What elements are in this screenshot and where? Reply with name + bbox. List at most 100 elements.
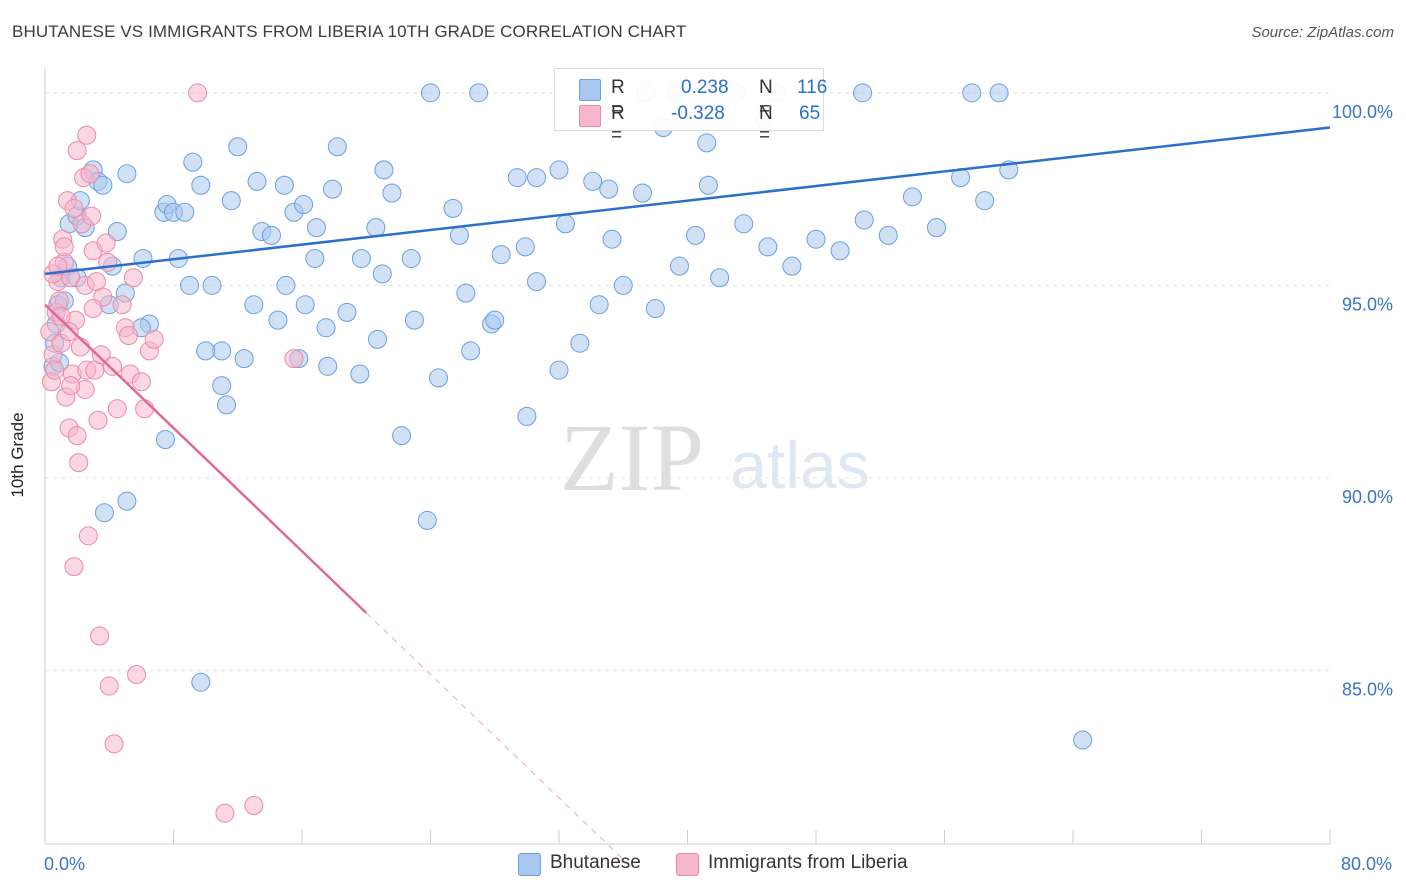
point-liberia (90, 626, 110, 646)
point-bhutanese (401, 248, 421, 268)
point-bhutanese (351, 248, 371, 268)
point-bhutanese (367, 329, 387, 349)
x-tick-label: 0.0% (44, 854, 85, 874)
legend-swatch-pink (676, 853, 699, 876)
legend-label: Bhutanese (550, 852, 641, 873)
point-bhutanese (183, 152, 203, 172)
point-bhutanese (583, 171, 603, 191)
point-bhutanese (133, 248, 153, 268)
point-bhutanese (633, 183, 653, 203)
point-bhutanese (93, 175, 113, 195)
point-bhutanese (443, 198, 463, 218)
point-bhutanese (507, 168, 527, 188)
point-bhutanese (372, 264, 392, 284)
point-bhutanese (305, 248, 325, 268)
grid-lines (45, 92, 1330, 672)
point-bhutanese (212, 376, 232, 396)
point-liberia (80, 164, 100, 184)
point-bhutanese (382, 183, 402, 203)
point-bhutanese (268, 310, 288, 330)
trend-line-bhutanese (44, 126, 1331, 276)
point-bhutanese (202, 275, 222, 295)
point-bhutanese (196, 341, 216, 361)
point-liberia (77, 125, 97, 145)
x-tick-label: 80.0% (1341, 854, 1392, 874)
point-bhutanese (234, 349, 254, 369)
point-bhutanese (878, 225, 898, 245)
watermark-zip: ZIP (560, 404, 704, 511)
point-bhutanese (449, 225, 469, 245)
point-bhutanese (989, 83, 1009, 103)
stats-box: R = 0.238 N = 116 R = -0.328 N = 65 (554, 68, 828, 146)
point-bhutanese (417, 510, 437, 530)
stats-n-label: N = (759, 77, 773, 120)
point-bhutanese (589, 295, 609, 315)
point-bhutanese (602, 229, 622, 249)
point-bhutanese (461, 341, 481, 361)
point-bhutanese (337, 302, 357, 322)
point-bhutanese (806, 229, 826, 249)
point-liberia (99, 676, 119, 696)
point-bhutanese (854, 210, 874, 230)
point-liberia (188, 83, 208, 103)
point-bhutanese (421, 83, 440, 103)
point-liberia (64, 198, 84, 218)
point-bhutanese (276, 275, 296, 295)
point-bhutanese (853, 83, 873, 103)
stats-swatch-blue (579, 79, 601, 101)
point-bhutanese (599, 179, 619, 199)
point-bhutanese (1073, 730, 1093, 750)
point-bhutanese (306, 218, 326, 238)
legend-swatch-blue (518, 853, 541, 876)
point-bhutanese (295, 295, 315, 315)
stats-r-label: R = (611, 103, 625, 146)
point-bhutanese (517, 406, 537, 426)
point-bhutanese (830, 241, 850, 261)
point-liberia (144, 329, 164, 349)
stats-n-value: 116 (797, 77, 828, 98)
point-bhutanese (645, 299, 665, 319)
point-bhutanese (180, 275, 200, 295)
point-liberia (127, 665, 147, 685)
point-bhutanese (491, 245, 511, 265)
point-bhutanese (782, 256, 802, 276)
point-bhutanese (902, 187, 922, 207)
point-bhutanese (244, 295, 264, 315)
point-liberia (59, 322, 79, 342)
point-bhutanese (613, 275, 633, 295)
y-tick-labels: 85.0% 90.0% 95.0% 100.0% (1332, 102, 1393, 700)
point-bhutanese (327, 137, 347, 157)
point-bhutanese (527, 272, 547, 292)
y-tick-label: 85.0% (1342, 680, 1393, 700)
point-bhutanese (975, 191, 995, 211)
point-bhutanese (926, 218, 946, 238)
x-tick-labels: 0.0% 80.0% (44, 854, 1392, 874)
point-bhutanese (570, 333, 590, 353)
trend-line-liberia (44, 303, 368, 614)
point-bhutanese (366, 218, 386, 238)
point-liberia (123, 268, 143, 288)
point-liberia (91, 345, 111, 365)
point-liberia (67, 426, 87, 446)
point-liberia (96, 233, 116, 253)
point-liberia (102, 356, 122, 376)
stats-n-value: 65 (799, 103, 821, 124)
trend-line-liberia-extension (365, 612, 624, 860)
point-bhutanese (549, 360, 569, 380)
axes (44, 68, 1331, 845)
point-bhutanese (94, 503, 114, 523)
point-bhutanese (316, 318, 336, 338)
point-liberia (131, 372, 151, 392)
point-liberia (40, 322, 60, 342)
point-liberia (119, 326, 139, 346)
y-tick-label: 90.0% (1342, 487, 1393, 507)
point-bhutanese (117, 491, 137, 511)
point-liberia (112, 295, 132, 315)
point-bhutanese (429, 368, 449, 388)
point-liberia (64, 557, 84, 577)
stats-r-value: -0.328 (671, 103, 725, 124)
point-liberia (83, 299, 103, 319)
point-bhutanese (549, 160, 569, 180)
point-liberia (45, 360, 65, 380)
